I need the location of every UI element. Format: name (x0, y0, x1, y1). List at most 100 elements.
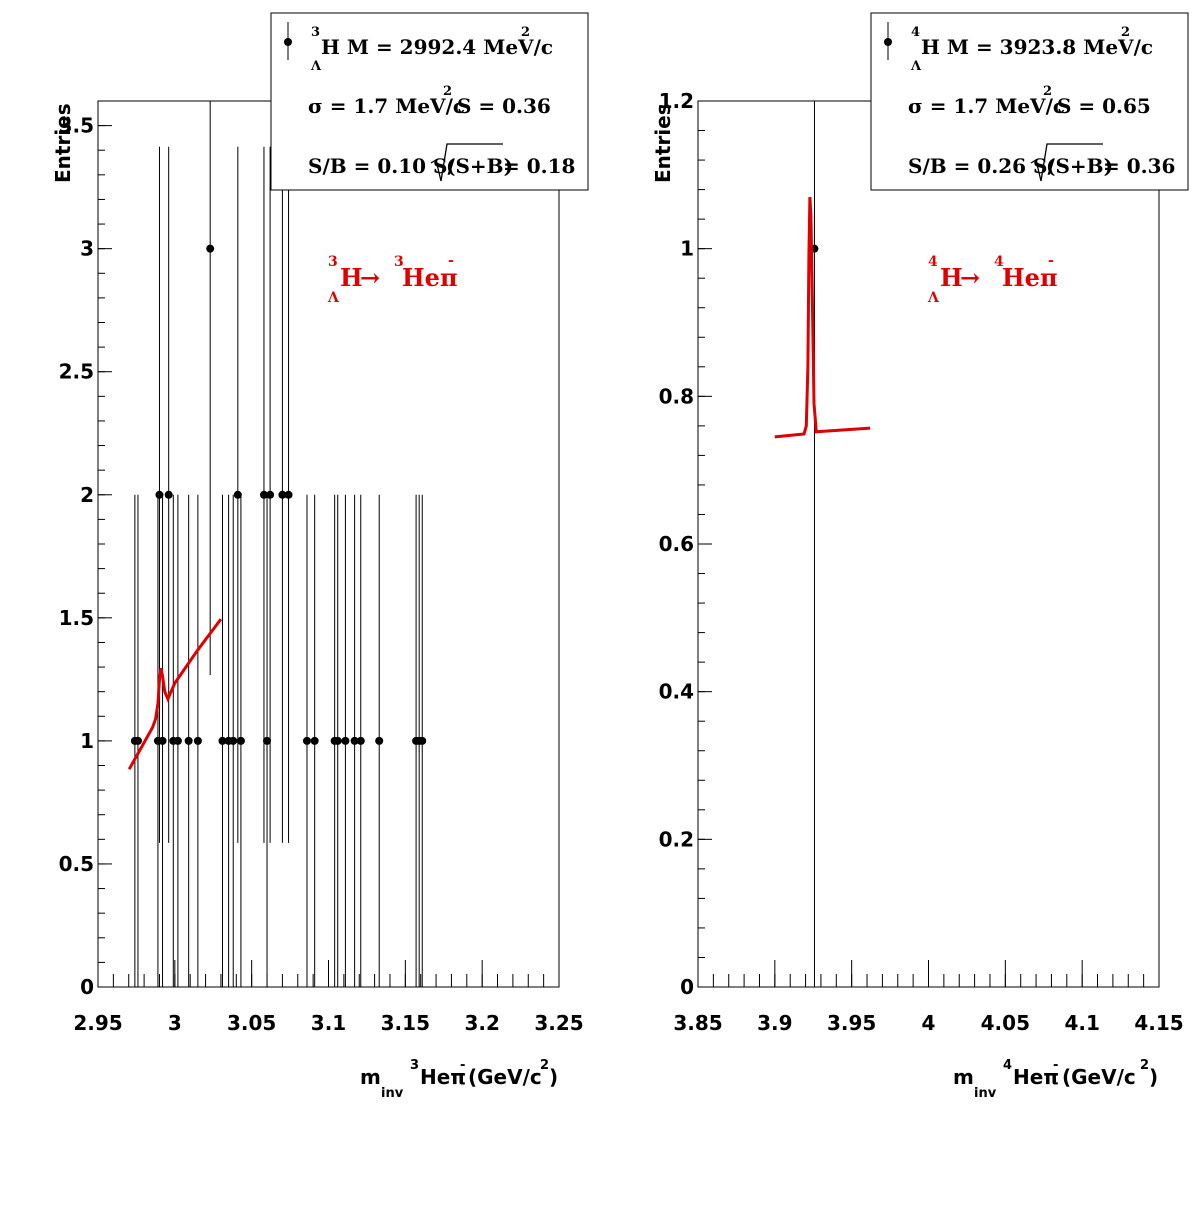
right-y-axis-title: Entries (651, 103, 675, 183)
right-stats-lambda: Λ (910, 59, 922, 74)
right-x-tick-label: 3.9 (757, 1011, 792, 1035)
left-stats-sqrt-arg: (S+B) (446, 154, 513, 178)
right-decay-label: 4 Λ H → 4 Heπ - (927, 253, 1058, 306)
right-x-title-units: (GeV/c (1062, 1065, 1136, 1089)
right-stats-mass: H M = 3923.8 MeV/c (921, 35, 1153, 59)
right-y-ticks: 0 0.2 0.4 0.6 0.8 1 1.2 (659, 89, 712, 999)
left-y-tick-label: 2.5 (59, 360, 94, 384)
left-data-point (302, 736, 311, 745)
left-decay-lambda: Λ (327, 290, 340, 306)
right-x-tick-label: 4 (922, 1011, 936, 1035)
right-x-axis-title: m inv 4 Heπ - (GeV/c 2 ) (953, 1058, 1158, 1101)
right-stats-sigma-exp: 2 (1043, 84, 1052, 99)
left-x-title-units-close: ) (549, 1065, 558, 1089)
right-decay-nucleus: H (940, 263, 963, 292)
left-x-ticks: 2.95 3 3.05 3.1 3.15 3.2 3.25 (73, 960, 584, 1035)
left-data-point (229, 736, 238, 745)
right-stats-sb: S/B = 0.26 S/ (908, 154, 1055, 178)
left-data-point (356, 736, 365, 745)
left-data-point (218, 736, 227, 745)
left-data-point (155, 490, 164, 499)
right-stats-isotope: 4 (911, 25, 920, 40)
left-x-tick-label: 3 (168, 1011, 182, 1035)
left-data-point (418, 736, 427, 745)
right-x-tick-label: 4.1 (1064, 1011, 1099, 1035)
left-stats-sigma-exp: 2 (443, 84, 452, 99)
left-data-point (184, 736, 193, 745)
right-stats-mass-exp: 2 (1121, 25, 1130, 40)
left-x-title-prefix: m (360, 1065, 381, 1089)
left-x-tick-label: 3.15 (381, 1011, 430, 1035)
left-x-tick-label: 3.05 (227, 1011, 276, 1035)
left-stats-isotope: 3 (311, 25, 320, 40)
left-y-tick-label: 2 (80, 483, 94, 507)
right-x-tick-label: 4.15 (1134, 1011, 1183, 1035)
left-data-points (130, 101, 427, 987)
left-y-tick-label: 1.5 (59, 606, 94, 630)
right-legend-marker (884, 38, 892, 46)
right-fit-curve (774, 196, 871, 439)
left-data-point (310, 736, 319, 745)
right-x-title-prefix: m (953, 1065, 974, 1089)
left-x-title-subscript: inv (381, 1086, 404, 1101)
left-data-point (341, 736, 350, 745)
right-decay-arrow: → (960, 263, 980, 292)
right-stats-sigma: σ = 1.7 MeV/c (908, 94, 1065, 118)
right-y-tick-label: 0.6 (659, 532, 694, 556)
left-data-point (164, 490, 173, 499)
left-data-point (350, 736, 359, 745)
left-x-title-isotope: 3 (410, 1058, 419, 1073)
right-histogram-panel: 3.85 3.9 3.95 4 4.05 4.1 4.15 0 0.2 0.4 0.6 0.8 1 1.… (651, 12, 1189, 1101)
left-x-axis-title: m inv 3 Heπ - (GeV/c 2 ) (360, 1058, 558, 1101)
left-data-point (375, 736, 384, 745)
left-stats-mass-exp: 2 (521, 25, 530, 40)
left-data-point (259, 490, 268, 499)
right-y-tick-label: 1.2 (659, 89, 694, 113)
right-x-ticks: 3.85 3.9 3.95 4 4.05 4.1 4.15 (673, 960, 1184, 1035)
left-data-point (236, 736, 245, 745)
right-decay-product: Heπ (1002, 263, 1058, 292)
right-decay-iso1: 4 (928, 254, 938, 270)
left-x-tick-label: 2.95 (73, 1011, 122, 1035)
left-data-point (278, 490, 287, 499)
left-stats-significance: = 0.18 (503, 154, 575, 178)
right-y-tick-label: 0.2 (659, 827, 694, 851)
right-decay-charge: - (1048, 253, 1054, 269)
right-stats-frame (870, 12, 1189, 191)
left-data-point (173, 736, 182, 745)
left-stats-sigma: σ = 1.7 MeV/c (308, 94, 465, 118)
right-decay-iso2: 4 (994, 254, 1004, 270)
right-y-tick-label: 0.8 (659, 384, 694, 408)
left-decay-charge: - (448, 253, 454, 269)
left-plot-frame (97, 100, 560, 988)
right-sqrt-sign (1030, 143, 1103, 182)
left-data-point (193, 736, 202, 745)
right-x-title-isotope: 4 (1003, 1058, 1012, 1073)
left-stats-mass: H M = 2992.4 MeV/c (321, 35, 553, 59)
right-x-title-charge: - (1053, 1058, 1058, 1073)
right-stats-box: 4 Λ H M = 3923.8 MeV/c 2 σ = 1.7 MeV/c 2… (870, 12, 1189, 191)
right-stats-signal: S = 0.65 (1057, 94, 1151, 118)
left-x-title-charge: - (460, 1058, 465, 1073)
left-fit-curve (127, 618, 223, 770)
left-data-point (266, 490, 275, 499)
left-x-title-particle: Heπ (420, 1065, 466, 1089)
left-data-point (233, 490, 242, 499)
left-y-tick-label: 0 (80, 975, 94, 999)
right-stats-significance: = 0.36 (1103, 154, 1175, 178)
left-x-tick-label: 3.25 (534, 1011, 583, 1035)
right-x-title-units-exp: 2 (1140, 1058, 1149, 1073)
left-y-axis-title: Entries (51, 103, 75, 183)
right-x-tick-label: 3.95 (827, 1011, 876, 1035)
right-y-tick-label: 0.4 (659, 680, 694, 704)
left-data-point (263, 736, 272, 745)
right-x-tick-label: 4.05 (981, 1011, 1030, 1035)
left-decay-iso2: 3 (394, 254, 404, 270)
left-y-tick-label: 3 (80, 237, 94, 261)
left-y-tick-label: 0.5 (59, 852, 94, 876)
left-data-point (206, 244, 215, 253)
left-data-point (158, 736, 167, 745)
right-y-tick-label: 0 (680, 975, 694, 999)
right-plot-frame (697, 100, 1160, 988)
